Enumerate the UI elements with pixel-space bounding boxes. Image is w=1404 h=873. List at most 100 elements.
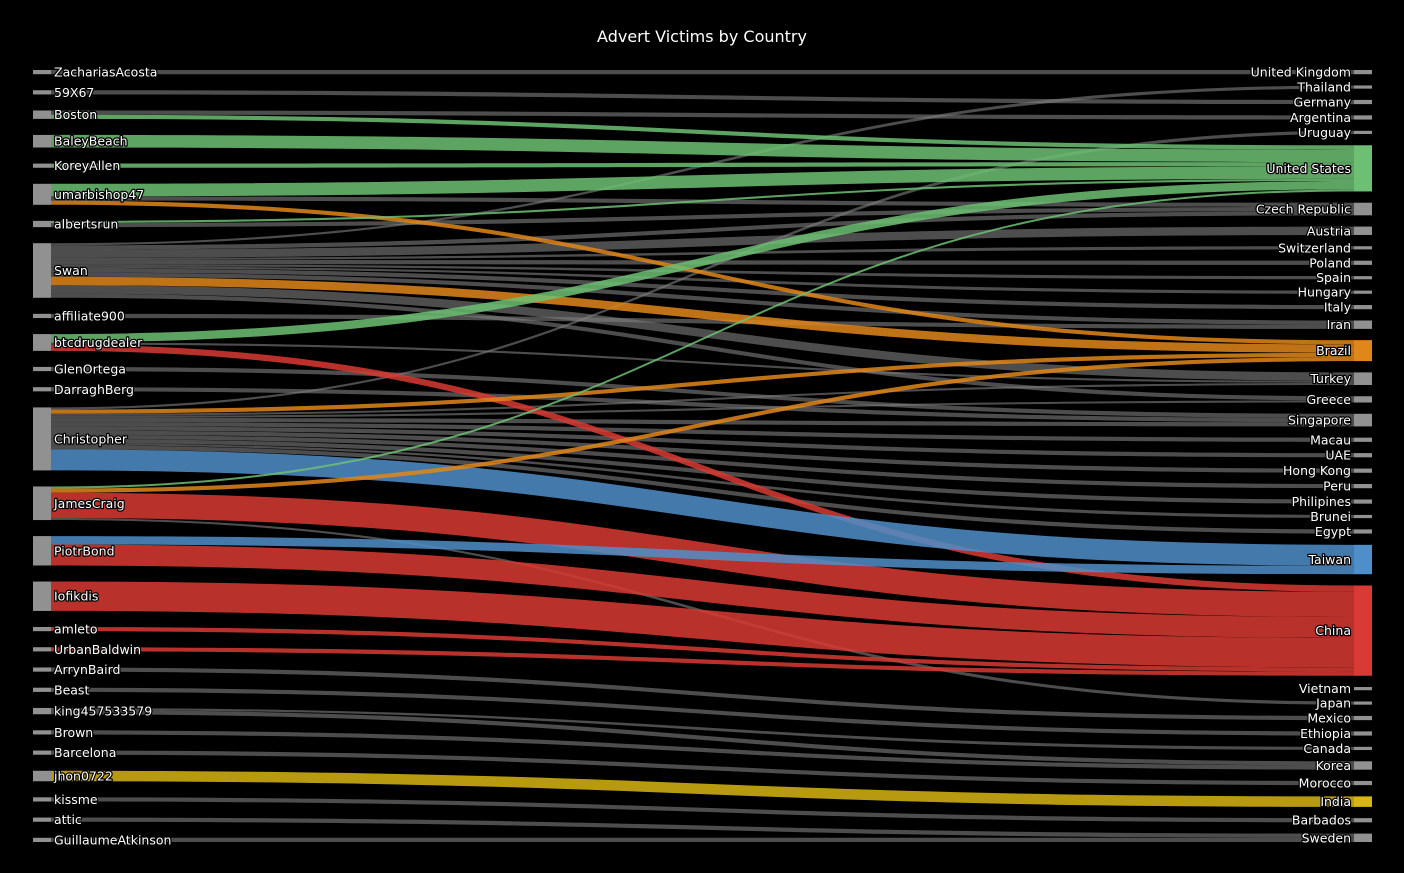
link-glenortega-to-singapore[interactable]: [51, 366, 1354, 418]
target-node-mexico[interactable]: [1354, 715, 1372, 721]
link-baleybeach-to-united-states[interactable]: [51, 134, 1354, 163]
link-urbanbaldwin-to-china[interactable]: [51, 647, 1354, 676]
target-node-egypt[interactable]: [1354, 529, 1372, 534]
link-beast-to-ethiopia[interactable]: [51, 687, 1354, 736]
link-albertsrun-to-czech-republic[interactable]: [51, 206, 1354, 228]
target-node-iran[interactable]: [1354, 320, 1372, 329]
source-node-guillaumeatkinson[interactable]: [33, 837, 51, 842]
source-node-king457533579[interactable]: [33, 707, 51, 715]
target-node-spain[interactable]: [1354, 276, 1372, 280]
source-node-arrynbaird[interactable]: [33, 667, 51, 672]
link-king457533579-to-canada[interactable]: [51, 707, 1354, 751]
source-node-jhon0722[interactable]: [33, 770, 51, 782]
link-swan-to-austria[interactable]: [51, 226, 1354, 258]
target-node-hungary[interactable]: [1354, 290, 1372, 294]
target-node-hong-kong[interactable]: [1354, 468, 1372, 473]
source-node-urbanbaldwin[interactable]: [33, 647, 51, 652]
source-node-koreyallen[interactable]: [33, 163, 51, 168]
link-christopher-to-hong-kong[interactable]: [51, 430, 1354, 473]
target-node-korea[interactable]: [1354, 761, 1372, 770]
link-king457533579-to-korea[interactable]: [51, 710, 1354, 766]
link-christopher-to-brunei[interactable]: [51, 443, 1354, 519]
link-59x67-to-germany[interactable]: [51, 90, 1354, 105]
target-node-brazil[interactable]: [1354, 340, 1372, 362]
target-node-macau[interactable]: [1354, 437, 1372, 442]
target-node-india[interactable]: [1354, 796, 1372, 807]
target-node-germany[interactable]: [1354, 99, 1372, 105]
target-node-sweden[interactable]: [1354, 833, 1372, 842]
link-christopher-to-greece[interactable]: [51, 400, 1354, 418]
target-node-ethiopia[interactable]: [1354, 731, 1372, 736]
target-node-taiwan[interactable]: [1354, 544, 1372, 575]
link-boston-to-united-states[interactable]: [51, 114, 1354, 150]
link-albertsrun-to-united-states[interactable]: [51, 178, 1354, 223]
link-christopher-to-turkey[interactable]: [51, 382, 1354, 416]
link-btcdrugdealer-to-turkey[interactable]: [51, 342, 1354, 383]
link-swan-to-czech-republic[interactable]: [51, 211, 1354, 250]
link-christopher-to-uruguay[interactable]: [51, 130, 1354, 410]
link-swan-to-italy[interactable]: [51, 268, 1354, 310]
link-jamescraig-to-united-states[interactable]: [51, 189, 1354, 489]
target-node-czech-republic[interactable]: [1354, 202, 1372, 216]
source-node-amleto[interactable]: [33, 626, 51, 632]
source-node-albertsrun[interactable]: [33, 220, 51, 228]
target-node-united-kingdom[interactable]: [1354, 70, 1372, 75]
target-node-turkey[interactable]: [1354, 372, 1372, 385]
link-piotrbond-to-taiwan[interactable]: [51, 536, 1354, 575]
link-swan-to-turkey[interactable]: [51, 285, 1354, 381]
target-node-singapore[interactable]: [1354, 413, 1372, 427]
link-brown-to-korea[interactable]: [51, 730, 1354, 770]
target-node-canada[interactable]: [1354, 746, 1372, 751]
target-node-vietnam[interactable]: [1354, 687, 1372, 691]
link-swan-to-iran[interactable]: [51, 272, 1354, 325]
link-barcelona-to-morocco[interactable]: [51, 750, 1354, 786]
source-node-piotrbond[interactable]: [33, 536, 51, 566]
source-node-darraghberg[interactable]: [33, 387, 51, 392]
link-swan-to-brazil[interactable]: [51, 276, 1354, 353]
source-node-zachariasacosta[interactable]: [33, 70, 51, 75]
target-node-argentina[interactable]: [1354, 115, 1372, 120]
link-christopher-to-uae[interactable]: [51, 426, 1354, 458]
link-jhon0722-to-india[interactable]: [51, 770, 1354, 807]
link-kissme-to-barbados[interactable]: [51, 797, 1354, 823]
link-darraghberg-to-singapore[interactable]: [51, 387, 1354, 423]
target-node-italy[interactable]: [1354, 305, 1372, 310]
target-node-brunei[interactable]: [1354, 514, 1372, 519]
link-btcdrugdealer-to-united-states[interactable]: [51, 180, 1354, 343]
link-umarbishop47-to-united-states[interactable]: [51, 166, 1354, 197]
link-christopher-to-brazil[interactable]: [51, 352, 1354, 414]
target-node-poland[interactable]: [1354, 260, 1372, 265]
link-umarbishop47-to-brazil[interactable]: [51, 200, 1354, 345]
link-christopher-to-macau[interactable]: [51, 422, 1354, 442]
source-node-iofikdis[interactable]: [33, 581, 51, 611]
link-piotrbond-to-china[interactable]: [51, 544, 1354, 638]
source-node-beast[interactable]: [33, 687, 51, 692]
link-guillaumeatkinson-to-sweden[interactable]: [51, 837, 1354, 842]
target-node-china[interactable]: [1354, 585, 1372, 676]
source-node-swan[interactable]: [33, 243, 51, 298]
link-boston-to-argentina[interactable]: [51, 110, 1354, 120]
link-swan-to-hungary[interactable]: [51, 266, 1354, 294]
target-node-united-states[interactable]: [1354, 145, 1372, 192]
source-node-attic[interactable]: [33, 817, 51, 822]
source-node-kissme[interactable]: [33, 797, 51, 802]
link-iofikdis-to-china[interactable]: [51, 581, 1354, 668]
target-node-barbados[interactable]: [1354, 818, 1372, 823]
target-node-japan[interactable]: [1354, 701, 1372, 705]
target-node-uae[interactable]: [1354, 453, 1372, 458]
link-arrynbaird-to-mexico[interactable]: [51, 667, 1354, 721]
target-node-peru[interactable]: [1354, 484, 1372, 489]
link-amleto-to-china[interactable]: [51, 626, 1354, 672]
target-node-morocco[interactable]: [1354, 780, 1372, 786]
link-jamescraig-to-brazil[interactable]: [51, 356, 1354, 493]
source-node-baleybeach[interactable]: [33, 134, 51, 148]
target-node-uruguay[interactable]: [1354, 130, 1372, 135]
target-node-philipines[interactable]: [1354, 499, 1372, 504]
link-attic-to-sweden[interactable]: [51, 817, 1354, 838]
source-node-umarbishop47[interactable]: [33, 183, 51, 205]
target-node-austria[interactable]: [1354, 226, 1372, 235]
link-swan-to-greece[interactable]: [51, 293, 1354, 401]
source-node-59x67[interactable]: [33, 90, 51, 95]
source-node-barcelona[interactable]: [33, 750, 51, 755]
source-node-btcdrugdealer[interactable]: [33, 334, 51, 351]
